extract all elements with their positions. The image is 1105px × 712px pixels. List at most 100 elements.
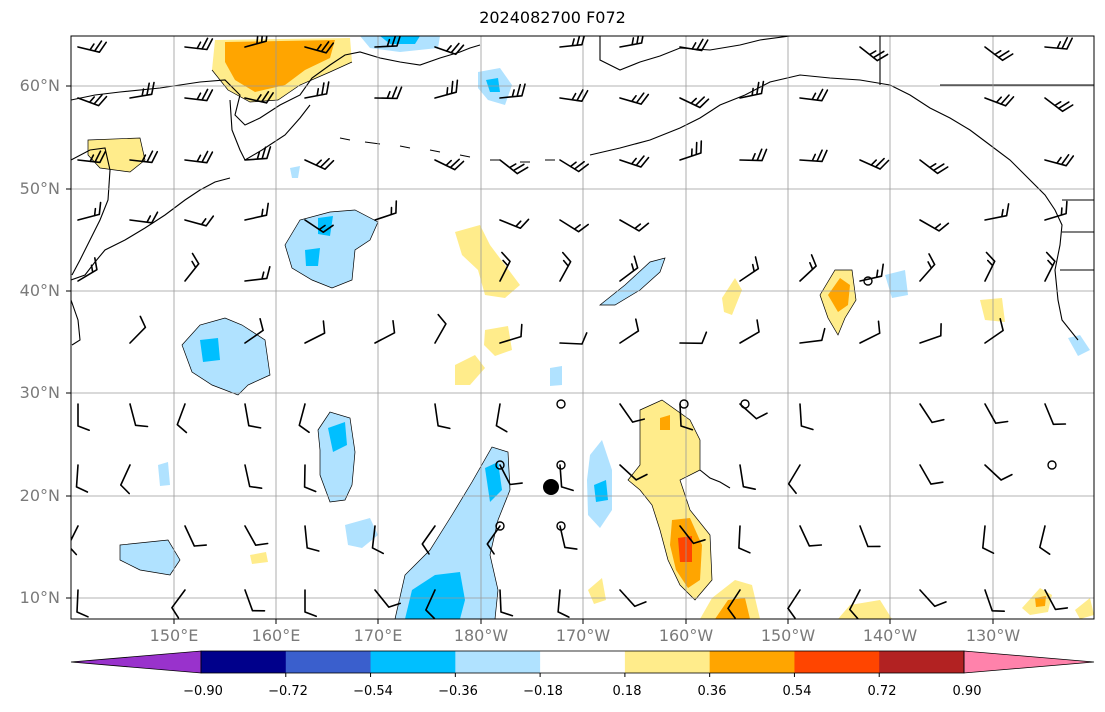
wind-barb	[77, 94, 108, 107]
lat-label-40n: 40°N	[19, 281, 60, 300]
wind-barb	[679, 96, 710, 109]
wind-barb	[679, 140, 703, 161]
anomaly-fills	[88, 36, 1094, 619]
wind-barb	[619, 155, 650, 168]
positive-anomaly-area	[484, 326, 512, 356]
wind-barb	[619, 219, 650, 232]
wind-barb	[499, 589, 514, 617]
wind-barb	[184, 37, 214, 51]
wind-barb	[1044, 589, 1069, 611]
wind-barb	[919, 323, 942, 344]
lat-label-20n: 20°N	[19, 486, 60, 505]
wind-barb	[739, 319, 760, 344]
wind-barb	[499, 159, 529, 175]
wind-barb	[984, 464, 1013, 481]
positive-anomaly-area	[980, 298, 1005, 322]
wind-barb	[425, 589, 436, 619]
calm-wind-circle	[495, 460, 505, 470]
calm-wind-circle	[863, 276, 873, 286]
wind-barb	[727, 589, 741, 619]
wind-barb	[919, 589, 947, 608]
wind-barb	[559, 89, 589, 102]
colorbar-extend-high	[963, 650, 1095, 674]
wind-barb	[739, 464, 756, 490]
wind-barb	[303, 464, 317, 493]
wind-barb	[176, 403, 188, 434]
wind-barb	[859, 320, 881, 344]
wind-barb	[984, 203, 1010, 221]
wind-barb	[374, 320, 396, 344]
wind-barb	[1044, 97, 1074, 113]
lon-label-180w: 180°W	[453, 626, 509, 645]
lat-label-50n: 50°N	[19, 179, 60, 198]
wind-barb	[129, 81, 155, 99]
wind-barb	[679, 403, 694, 431]
wind-barb	[499, 218, 530, 229]
wind-barb	[919, 219, 950, 232]
negative-anomaly-area	[345, 518, 378, 548]
graticule	[71, 36, 1094, 619]
wind-barb	[984, 94, 1015, 107]
lon-label-140w: 140°W	[862, 626, 918, 645]
wind-barb	[557, 589, 570, 618]
wind-barb	[739, 148, 768, 162]
wind-barb	[984, 589, 1005, 612]
lat-label-60n: 60°N	[19, 76, 60, 95]
negative-anomaly-area	[305, 248, 320, 266]
lon-label-150w: 150°W	[760, 626, 816, 645]
colorbar-segment	[540, 651, 626, 673]
positive-anomaly-area	[838, 600, 892, 619]
wind-barb	[679, 38, 709, 52]
colorbar-tick-label: −0.72	[268, 684, 308, 699]
wind-barb	[739, 403, 768, 420]
wind-barb	[984, 318, 1004, 344]
map-title: 2024082700 F072	[479, 8, 626, 27]
wind-barb	[799, 403, 814, 431]
wind-barb	[984, 251, 996, 282]
wind-barb	[739, 256, 760, 282]
wind-barb	[298, 403, 310, 434]
colorbar-tick-label: −0.90	[183, 684, 223, 699]
wind-barb	[679, 331, 708, 345]
colorbar-tick-label: −0.54	[353, 684, 393, 699]
negative-anomaly-area	[594, 480, 608, 502]
colorbar-segment	[285, 651, 372, 673]
negative-anomaly-area	[486, 78, 500, 92]
wind-barb	[619, 403, 645, 423]
wind-barb	[184, 215, 215, 227]
negative-anomaly-area	[328, 422, 347, 452]
wind-barb	[171, 589, 186, 619]
wind-barb	[919, 403, 945, 424]
wind-barb	[499, 83, 526, 99]
wind-barb	[77, 40, 107, 53]
wind-barb	[184, 525, 207, 547]
wind-barb	[244, 91, 274, 104]
positive-anomaly-area	[722, 278, 742, 315]
wind-barb	[304, 81, 330, 99]
wind-barb	[434, 42, 465, 56]
center-marker	[543, 479, 559, 495]
wind-barb	[184, 150, 214, 164]
negative-anomaly-area	[1068, 335, 1090, 356]
negative-anomaly-area	[885, 270, 908, 298]
wind-barb	[374, 36, 401, 48]
wind-barb	[679, 525, 706, 545]
positive-anomaly-area	[455, 355, 485, 385]
calm-wind-circle	[556, 399, 566, 409]
wind-barb	[1044, 403, 1067, 426]
wind-barb	[129, 211, 159, 224]
positive-anomaly-area	[250, 552, 268, 564]
calm-wind-circle	[495, 521, 505, 531]
negative-anomaly-area	[158, 462, 170, 486]
wind-barb	[619, 318, 640, 344]
wind-barb	[849, 589, 861, 619]
wind-barb	[982, 525, 995, 554]
calm-wind-circle	[556, 521, 566, 531]
colorbar-segment	[709, 651, 795, 673]
wind-barb	[129, 403, 149, 428]
positive-anomaly-area	[660, 415, 670, 430]
colorbar-tick-label: −0.36	[438, 684, 478, 699]
wind-barb	[244, 589, 266, 612]
wind-barb	[799, 88, 829, 102]
wind-barb	[244, 318, 264, 344]
